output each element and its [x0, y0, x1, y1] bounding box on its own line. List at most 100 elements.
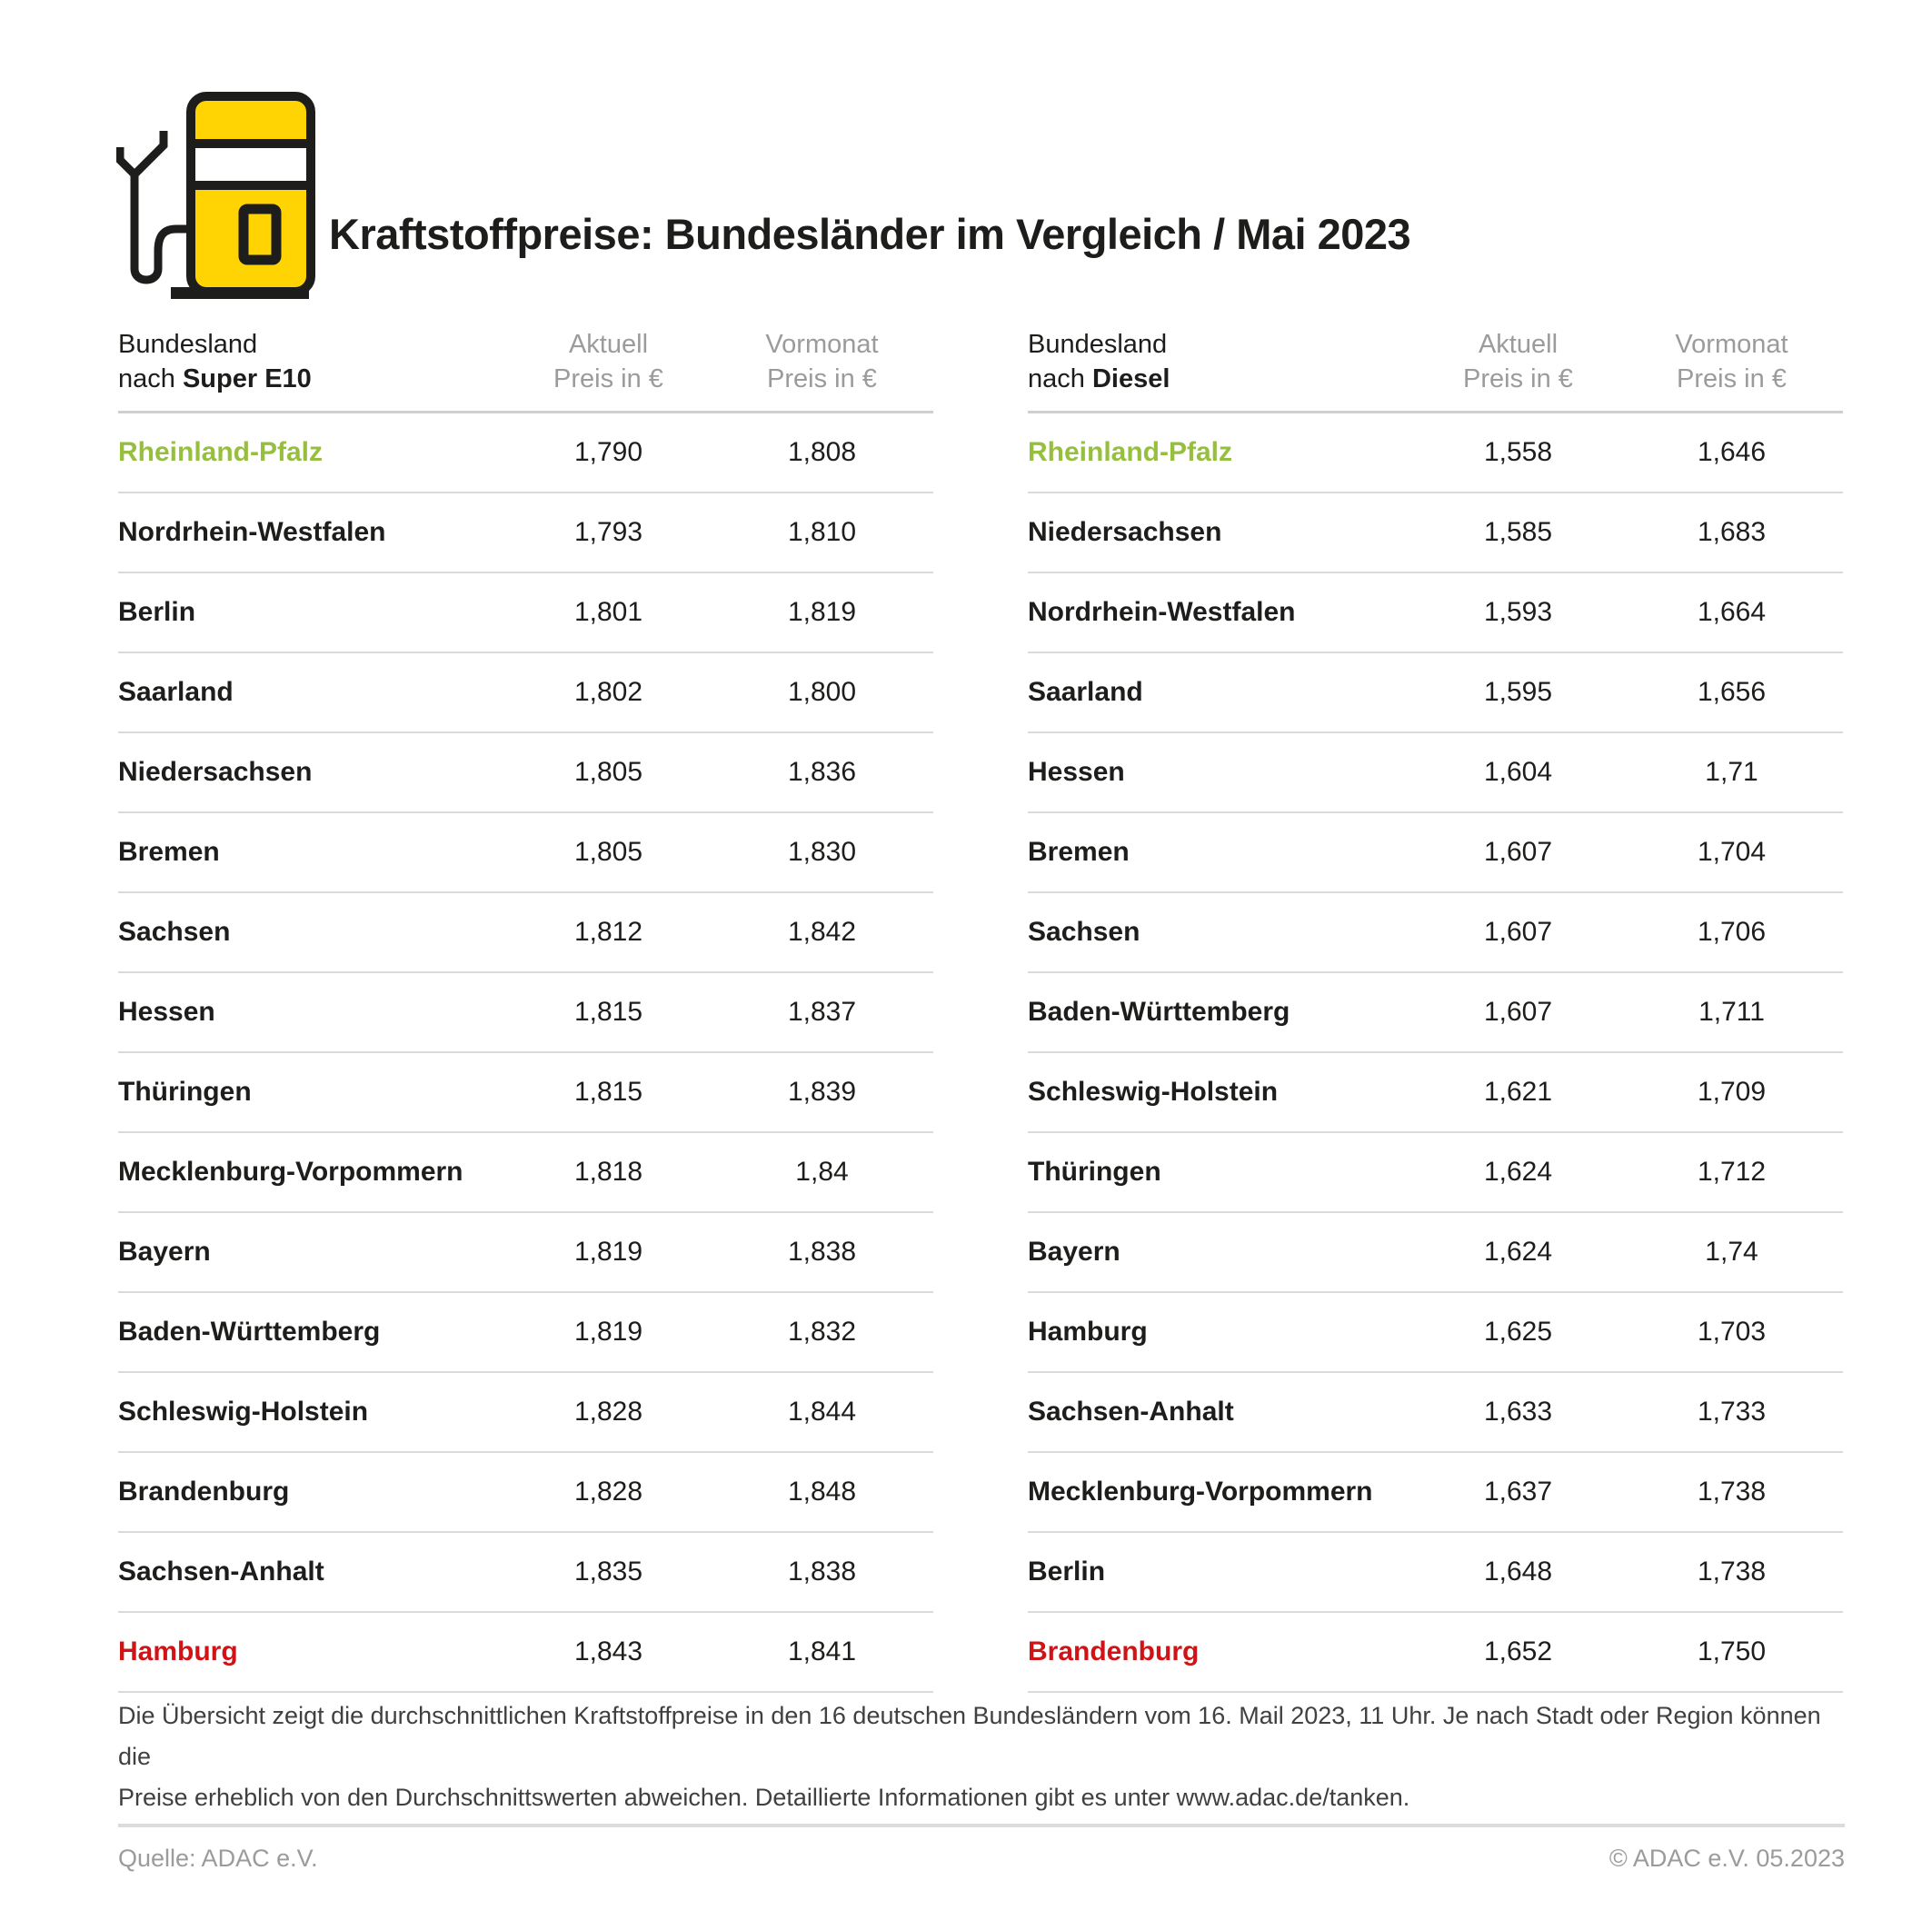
aktuell-cell: 1,648 — [1483, 1557, 1553, 1587]
aktuell-cell: 1,805 — [573, 757, 643, 787]
bundesland-cell: Thüringen — [118, 1077, 252, 1107]
aktuell-cell: 1,819 — [573, 1237, 643, 1267]
aktuell-cell: 1,621 — [1483, 1077, 1553, 1107]
aktuell-cell: 1,818 — [573, 1157, 643, 1187]
bundesland-cell: Thüringen — [1028, 1157, 1161, 1187]
footnote: Die Übersicht zeigt die durchschnittlich… — [118, 1696, 1845, 1818]
bundesland-cell: Brandenburg — [1028, 1636, 1200, 1666]
column-header-aktuell: Aktuell Preis in € — [1463, 330, 1573, 393]
bundesland-cell: Rheinland-Pfalz — [118, 437, 324, 467]
aktuell-cell: 1,625 — [1483, 1317, 1553, 1347]
aktuell-cell: 1,637 — [1483, 1477, 1553, 1507]
table-row: Bremen 1,805 1,830 — [118, 813, 933, 893]
aktuell-cell: 1,802 — [573, 677, 643, 707]
aktuell-cell: 1,585 — [1483, 517, 1553, 547]
bundesland-cell: Schleswig-Holstein — [1028, 1077, 1279, 1107]
footnote-line2: Preise erheblich von den Durchschnittswe… — [118, 1784, 1410, 1811]
vormonat-cell: 1,839 — [787, 1077, 857, 1107]
bundesland-cell: Berlin — [1028, 1557, 1106, 1587]
vormonat-cell: 1,808 — [787, 437, 857, 467]
table-row: Rheinland-Pfalz 1,790 1,808 — [118, 413, 933, 493]
bundesland-cell: Bremen — [118, 837, 220, 867]
footnote-line1: Die Übersicht zeigt die durchschnittlich… — [118, 1702, 1821, 1770]
table-row: Bremen 1,607 1,704 — [1028, 813, 1843, 893]
bundesland-cell: Bremen — [1028, 837, 1130, 867]
vormonat-cell: 1,703 — [1697, 1317, 1767, 1347]
table-row: Baden-Württemberg 1,607 1,711 — [1028, 973, 1843, 1053]
bundesland-cell: Sachsen-Anhalt — [118, 1557, 324, 1587]
table-row: Berlin 1,648 1,738 — [1028, 1533, 1843, 1613]
vormonat-cell: 1,709 — [1697, 1077, 1767, 1107]
aktuell-cell: 1,593 — [1483, 597, 1553, 627]
aktuell-cell: 1,835 — [573, 1557, 643, 1587]
pump-hose — [130, 174, 191, 284]
pump-nozzle — [131, 131, 168, 178]
aktuell-cell: 1,558 — [1483, 437, 1553, 467]
vormonat-cell: 1,706 — [1697, 917, 1767, 947]
column-header-vormonat: Vormonat Preis in € — [1675, 330, 1788, 393]
bundesland-cell: Nordrhein-Westfalen — [118, 517, 386, 547]
table-row: Saarland 1,595 1,656 — [1028, 653, 1843, 733]
aktuell-cell: 1,805 — [573, 837, 643, 867]
header-line2: nach Super E10 — [118, 364, 312, 393]
vormonat-cell: 1,74 — [1705, 1237, 1758, 1267]
tables-container: Bundesland nach Super E10 Aktuell Preis … — [118, 327, 1843, 1693]
header-line1: Bundesland — [118, 330, 258, 359]
bundesland-cell: Hessen — [118, 997, 215, 1027]
table-row: Nordrhein-Westfalen 1,793 1,810 — [118, 493, 933, 573]
aktuell-cell: 1,604 — [1483, 757, 1553, 787]
table-row: Hamburg 1,625 1,703 — [1028, 1293, 1843, 1373]
bundesland-cell: Mecklenburg-Vorpommern — [1028, 1477, 1373, 1507]
bundesland-cell: Hamburg — [118, 1636, 238, 1666]
table-row: Schleswig-Holstein 1,621 1,709 — [1028, 1053, 1843, 1133]
bundesland-cell: Saarland — [1028, 677, 1143, 707]
vormonat-cell: 1,838 — [787, 1557, 857, 1587]
vormonat-cell: 1,848 — [787, 1477, 857, 1507]
table-row: Hamburg 1,843 1,841 — [118, 1613, 933, 1693]
table-row: Berlin 1,801 1,819 — [118, 573, 933, 653]
table-body: Rheinland-Pfalz 1,790 1,808 Nordrhein-Westf… — [118, 413, 933, 1693]
bundesland-cell: Bayern — [1028, 1237, 1120, 1267]
bundesland-cell: Niedersachsen — [1028, 517, 1222, 547]
column-header-bundesland: Bundesland nach Diesel — [1028, 327, 1416, 396]
vormonat-cell: 1,837 — [787, 997, 857, 1027]
vormonat-cell: 1,838 — [787, 1237, 857, 1267]
table-row: Schleswig-Holstein 1,828 1,844 — [118, 1373, 933, 1453]
vormonat-cell: 1,738 — [1697, 1557, 1767, 1587]
vormonat-cell: 1,704 — [1697, 837, 1767, 867]
table-super-e10: Bundesland nach Super E10 Aktuell Preis … — [118, 327, 933, 1693]
vormonat-cell: 1,819 — [787, 597, 857, 627]
aktuell-cell: 1,828 — [573, 1397, 643, 1427]
table-header: Bundesland nach Super E10 Aktuell Preis … — [118, 327, 933, 413]
table-row: Hessen 1,815 1,837 — [118, 973, 933, 1053]
vormonat-cell: 1,733 — [1697, 1397, 1767, 1427]
vormonat-cell: 1,646 — [1697, 437, 1767, 467]
bundesland-cell: Hessen — [1028, 757, 1125, 787]
vormonat-cell: 1,800 — [787, 677, 857, 707]
bundesland-cell: Nordrhein-Westfalen — [1028, 597, 1296, 627]
table-body: Rheinland-Pfalz 1,558 1,646 Niedersachsen 1,… — [1028, 413, 1843, 1693]
bundesland-cell: Mecklenburg-Vorpommern — [118, 1157, 463, 1187]
pump-window — [238, 204, 282, 265]
table-row: Brandenburg 1,652 1,750 — [1028, 1613, 1843, 1693]
column-header-bundesland: Bundesland nach Super E10 — [118, 327, 506, 396]
page-title: Kraftstoffpreise: Bundesländer im Vergle… — [329, 210, 1411, 258]
header-line1: Bundesland — [1028, 330, 1168, 359]
aktuell-cell: 1,790 — [573, 437, 643, 467]
bundesland-cell: Niedersachsen — [118, 757, 313, 787]
aktuell-cell: 1,819 — [573, 1317, 643, 1347]
aktuell-cell: 1,595 — [1483, 677, 1553, 707]
fuel-name: Diesel — [1091, 364, 1170, 393]
vormonat-cell: 1,664 — [1697, 597, 1767, 627]
table-header: Bundesland nach Diesel Aktuell Preis in … — [1028, 327, 1843, 413]
vormonat-cell: 1,844 — [787, 1397, 857, 1427]
table-row: Thüringen 1,815 1,839 — [118, 1053, 933, 1133]
table-row: Mecklenburg-Vorpommern 1,818 1,84 — [118, 1133, 933, 1213]
aktuell-cell: 1,793 — [573, 517, 643, 547]
vormonat-cell: 1,842 — [787, 917, 857, 947]
aktuell-cell: 1,607 — [1483, 997, 1553, 1027]
aktuell-cell: 1,843 — [573, 1636, 643, 1666]
bundesland-cell: Baden-Württemberg — [118, 1317, 381, 1347]
vormonat-cell: 1,738 — [1697, 1477, 1767, 1507]
table-row: Nordrhein-Westfalen 1,593 1,664 — [1028, 573, 1843, 653]
